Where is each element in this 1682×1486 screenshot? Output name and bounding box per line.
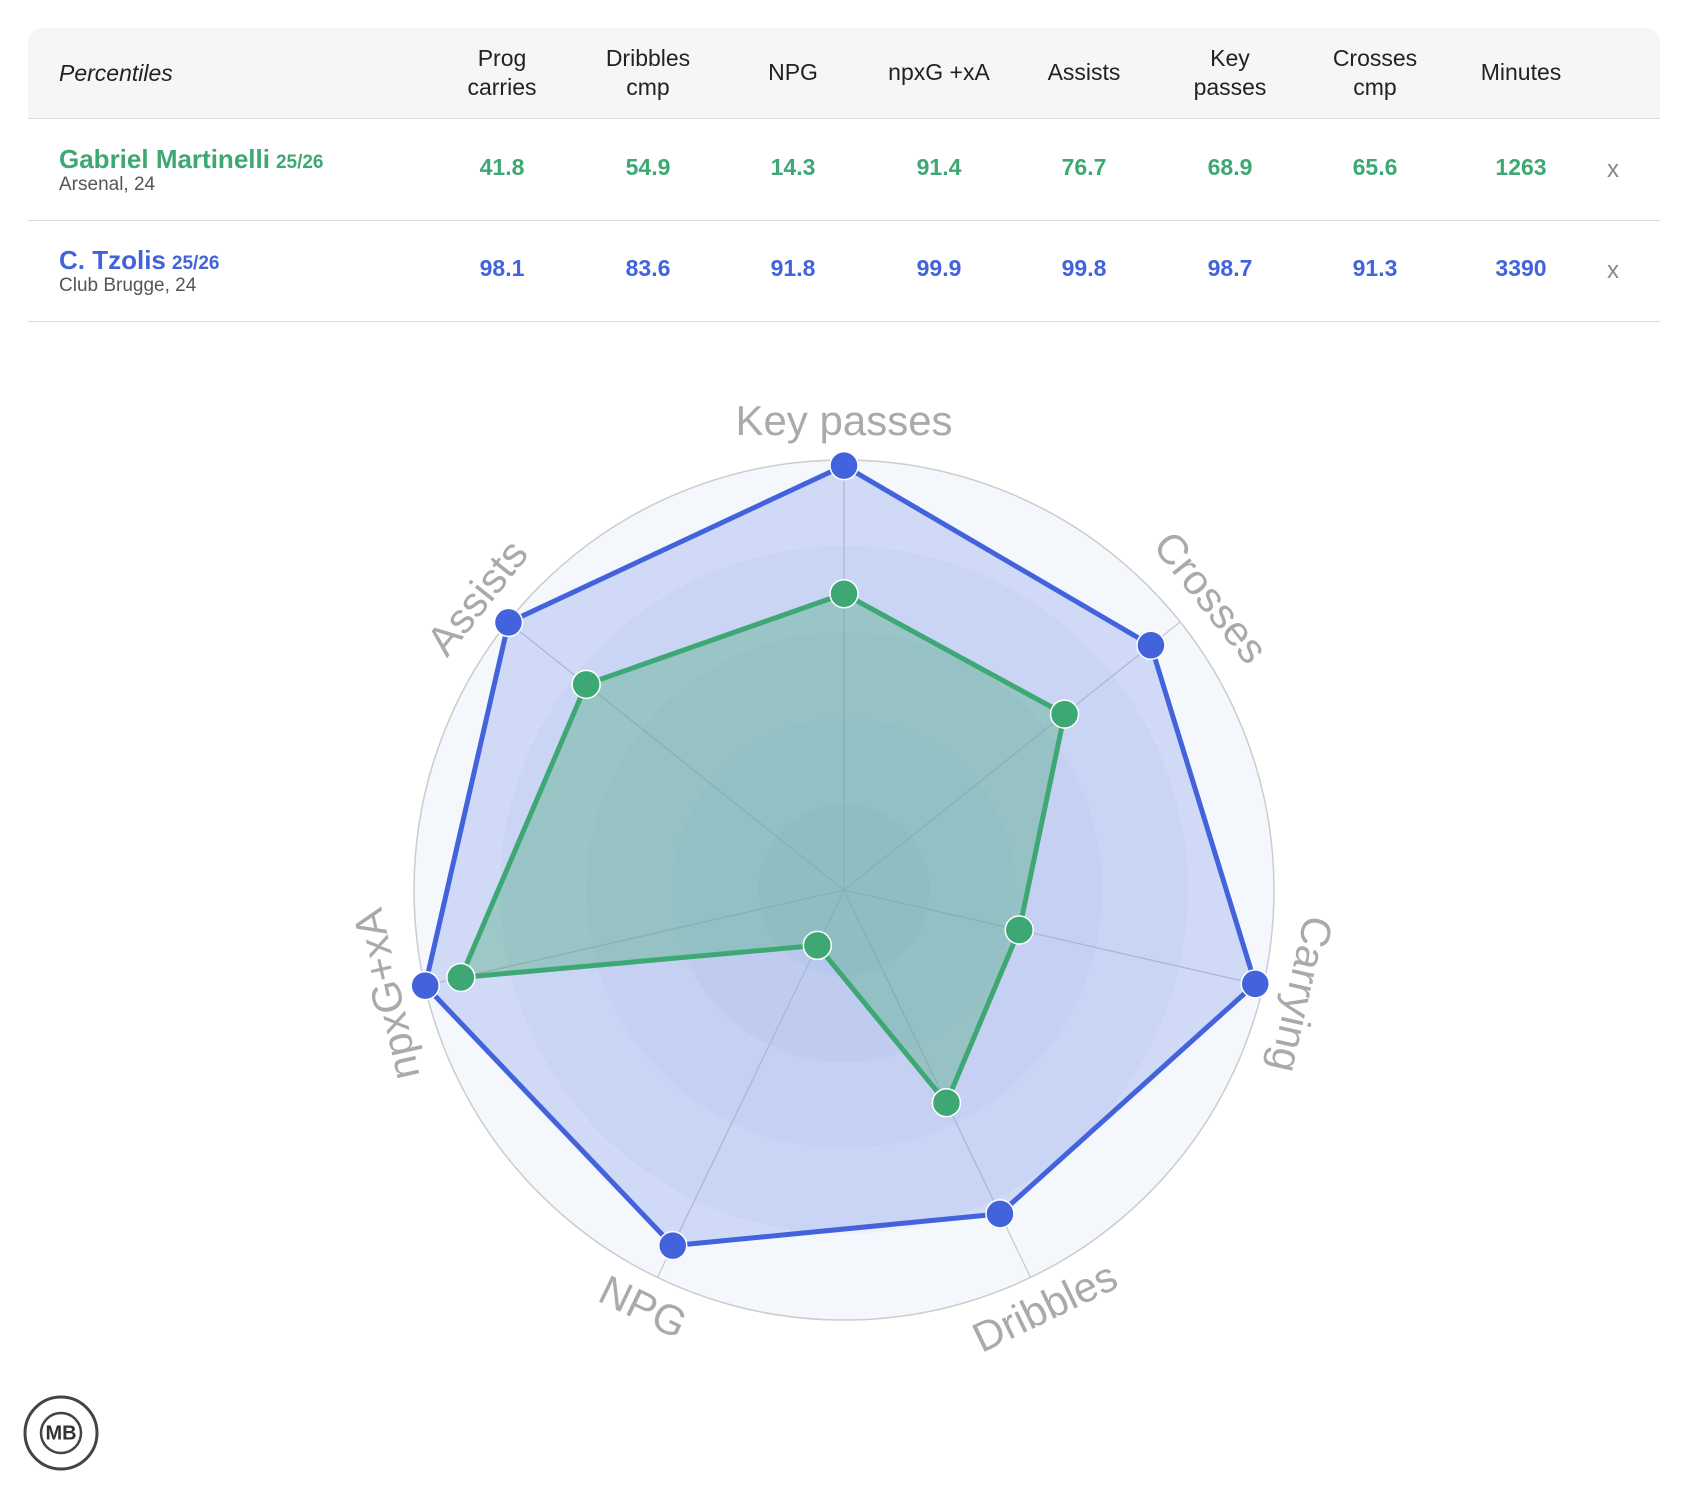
- stat-value: 99.9: [916, 255, 962, 281]
- axis-label: Carrying: [1261, 912, 1342, 1077]
- player-info: Arsenal, 24: [59, 174, 156, 195]
- column-header: Crosses cmp: [1332, 45, 1418, 100]
- stat-value: 91.3: [1352, 255, 1398, 281]
- player-name-line: C. Tzolis 25/26: [59, 245, 219, 276]
- stat-value: 91.4: [916, 154, 962, 180]
- stat-value: 76.7: [1061, 154, 1107, 180]
- data-point: [829, 578, 859, 609]
- header-label: Percentiles: [59, 60, 173, 86]
- column-header: Dribbles cmp: [605, 45, 691, 100]
- player-name: Gabriel Martinelli: [59, 144, 270, 174]
- player-season: 25/26: [171, 253, 220, 274]
- axis-label: Key passes: [735, 397, 952, 444]
- stat-value: 91.8: [770, 255, 816, 281]
- data-point: [802, 930, 833, 961]
- logo-text: MB: [45, 1422, 76, 1444]
- data-point: [446, 962, 476, 993]
- player-season: 25/26: [275, 152, 324, 173]
- player-name: C. Tzolis: [59, 245, 166, 275]
- data-point: [1136, 630, 1166, 660]
- player-name-line: Gabriel Martinelli 25/26: [59, 144, 324, 175]
- radar-spoke: [843, 889, 1264, 987]
- stat-value: 68.9: [1207, 154, 1253, 180]
- data-point: [1240, 969, 1271, 999]
- minutes-value: 1263: [1495, 154, 1547, 180]
- row-divider: [28, 220, 1660, 221]
- stat-value: 41.8: [479, 154, 525, 180]
- column-header: Assists: [1047, 59, 1121, 85]
- player-info: Club Brugge, 24: [59, 275, 197, 296]
- column-header: Key passes: [1193, 45, 1267, 100]
- series-area: [458, 591, 1068, 1106]
- row-divider: [28, 321, 1660, 322]
- column-header: npxG +xA: [888, 59, 990, 85]
- stat-value: 98.7: [1207, 255, 1253, 281]
- data-point: [931, 1087, 962, 1118]
- column-header: NPG: [768, 59, 818, 85]
- data-point: [1004, 915, 1034, 945]
- data-point: [829, 450, 859, 481]
- stat-value: 54.9: [625, 154, 671, 180]
- column-header: Minutes: [1480, 59, 1562, 85]
- series-area: [422, 463, 1258, 1249]
- remove-button[interactable]: x: [1607, 257, 1619, 284]
- column-header: Prog carries: [467, 45, 537, 100]
- data-point: [1049, 699, 1080, 729]
- stat-value: 65.6: [1352, 154, 1398, 180]
- logo-ring: [23, 1395, 99, 1471]
- stat-value: 83.6: [625, 255, 671, 281]
- data-point: [571, 669, 601, 700]
- data-point: [493, 607, 524, 638]
- stat-value: 99.8: [1061, 255, 1107, 281]
- stat-value: 98.1: [479, 255, 525, 281]
- radar-spoke: [843, 621, 1181, 891]
- table-header: [28, 28, 1660, 119]
- radar-spoke: [507, 621, 845, 891]
- stat-value: 14.3: [770, 154, 816, 180]
- radar-spoke: [424, 889, 845, 987]
- data-point: [657, 1230, 688, 1261]
- logo-inner: [39, 1411, 83, 1455]
- remove-button[interactable]: x: [1607, 156, 1619, 183]
- minutes-value: 3390: [1495, 255, 1547, 281]
- data-point: [410, 970, 440, 1001]
- data-point: [985, 1199, 1015, 1229]
